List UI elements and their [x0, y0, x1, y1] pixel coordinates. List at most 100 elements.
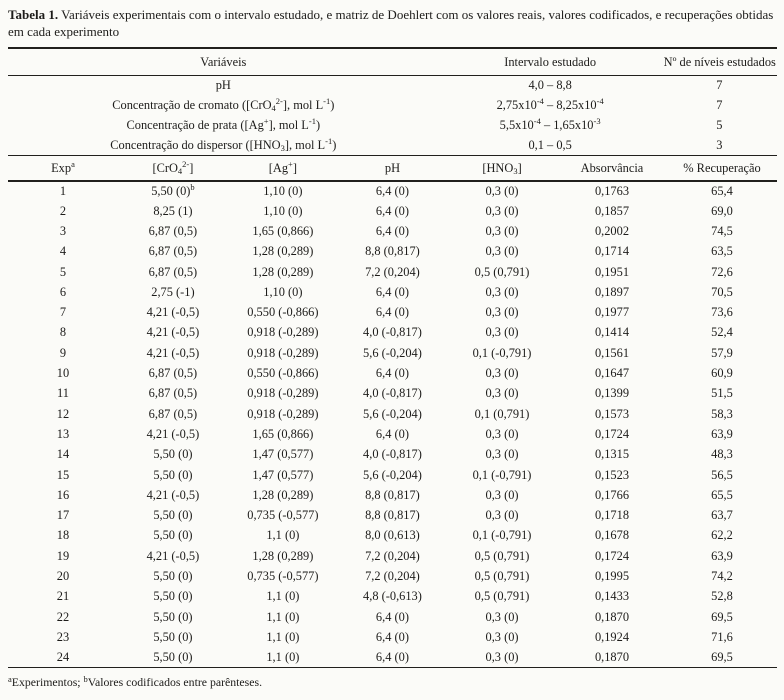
exp-number: 8 [59, 325, 67, 340]
col-header-variaveis: Variáveis [8, 48, 439, 76]
table-caption-text: Variáveis experimentais com o intervalo … [8, 7, 774, 39]
exp-number: 9 [59, 345, 67, 360]
matrix-table-body: 1 5,50 (0)b 1,10 (0) 6,4 (0) 0,3 (0) 0,1763 65… [8, 181, 777, 668]
absorbance-value: 0,1315 [594, 447, 630, 462]
ag-value: 0,918 (-0,289) [247, 345, 319, 360]
hno3-value: 0,3 (0) [485, 284, 519, 299]
recovery-value: 73,6 [711, 305, 733, 320]
table-caption-label: Tabela 1. [8, 7, 59, 22]
col-header-hno3: [HNO3] [447, 155, 557, 182]
recovery-value: 71,6 [711, 629, 733, 644]
absorbance-value: 0,1724 [594, 548, 630, 563]
matrix-header-row: Expa [CrO42-] [Ag+] pH [HNO3] Absorvânci… [8, 155, 777, 182]
cro4-value: 5,50 (0) [153, 609, 193, 624]
variables-table: Variáveis Intervalo estudado Nº de nívei… [8, 47, 777, 155]
exp-number: 20 [56, 569, 70, 584]
ph-value: 6,4 (0) [375, 649, 409, 664]
ag-value: 1,47 (0,577) [252, 467, 314, 482]
absorbance-value: 0,1414 [594, 325, 630, 340]
table-row: 2 8,25 (1) 1,10 (0) 6,4 (0) 0,3 (0) 0,1857 69,… [8, 201, 777, 221]
recovery-value: 70,5 [711, 284, 733, 299]
recovery-value: 62,2 [711, 528, 733, 543]
ph-value: 4,0 (-0,817) [363, 325, 422, 340]
exp-number: 3 [59, 223, 67, 238]
hno3-value: 0,3 (0) [485, 629, 519, 644]
absorbance-value: 0,1995 [594, 569, 630, 584]
table-row: 19 4,21 (-0,5) 1,28 (0,289) 7,2 (0,204) 0,5 … [8, 546, 777, 566]
absorbance-value: 0,1870 [594, 609, 630, 624]
ph-value: 8,8 (0,817) [365, 487, 420, 502]
exp-number: 18 [56, 528, 70, 543]
col-header-exp: Expa [8, 155, 118, 182]
interval-value: 2,75x10-4 – 8,25x10-4 [496, 96, 604, 112]
hno3-value: 0,3 (0) [485, 386, 519, 401]
recovery-value: 56,5 [711, 467, 733, 482]
ag-value: 0,918 (-0,289) [247, 406, 319, 421]
ph-value: 6,4 (0) [375, 305, 409, 320]
hno3-value: 0,3 (0) [485, 487, 519, 502]
absorbance-value: 0,1924 [594, 629, 630, 644]
table-row: 12 6,87 (0,5) 0,918 (-0,289) 5,6 (-0,204) 0,… [8, 404, 777, 424]
exp-number: 13 [56, 426, 70, 441]
variable-name: Concentração de cromato ([CrO42-], mol L… [112, 96, 335, 114]
ag-value: 0,918 (-0,289) [247, 386, 319, 401]
table-row: 10 6,87 (0,5) 0,550 (-0,866) 6,4 (0) 0,3 (0)… [8, 363, 777, 383]
ag-value: 1,65 (0,866) [252, 426, 314, 441]
table-row: 18 5,50 (0) 1,1 (0) 8,0 (0,613) 0,1 (-0,791)… [8, 526, 777, 546]
table-row: 6 2,75 (-1) 1,10 (0) 6,4 (0) 0,3 (0) 0,1897 70… [8, 282, 777, 302]
exp-number: 22 [56, 609, 70, 624]
exp-number: 6 [59, 284, 67, 299]
ag-value: 0,550 (-0,866) [247, 305, 319, 320]
interval-value: 0,1 – 0,5 [528, 137, 572, 152]
variables-row: Concentração de prata ([Ag+], mol L-1) 5,… [8, 115, 777, 135]
doehlert-matrix-table: Expa [CrO42-] [Ag+] pH [HNO3] Absorvânci… [8, 155, 777, 669]
ag-value: 0,735 (-0,577) [247, 569, 319, 584]
cro4-value: 5,50 (0) [153, 629, 193, 644]
cro4-value: 4,21 (-0,5) [146, 325, 200, 340]
hno3-value: 0,3 (0) [485, 203, 519, 218]
recovery-value: 65,4 [711, 183, 733, 198]
absorbance-value: 0,1857 [594, 203, 630, 218]
cro4-value: 2,75 (-1) [151, 284, 195, 299]
ag-value: 1,1 (0) [266, 589, 300, 604]
cro4-value: 4,21 (-0,5) [146, 548, 200, 563]
hno3-value: 0,5 (0,791) [474, 548, 530, 563]
cro4-value: 5,50 (0)b [151, 182, 195, 198]
absorbance-value: 0,1433 [594, 589, 630, 604]
cro4-value: 5,50 (0) [153, 467, 193, 482]
exp-number: 7 [59, 305, 67, 320]
table-caption: Tabela 1. Variáveis experimentais com o … [8, 7, 777, 40]
absorbance-value: 0,1870 [594, 649, 630, 664]
cro4-value: 5,50 (0) [153, 528, 193, 543]
recovery-value: 74,5 [711, 223, 733, 238]
recovery-value: 52,4 [711, 325, 733, 340]
table-row: 24 5,50 (0) 1,1 (0) 6,4 (0) 0,3 (0) 0,1870 69,… [8, 648, 777, 668]
levels-count: 3 [716, 137, 723, 152]
hno3-value: 0,3 (0) [485, 447, 519, 462]
ph-value: 6,4 (0) [375, 284, 409, 299]
cro4-value: 5,50 (0) [153, 569, 193, 584]
ag-value: 1,28 (0,289) [252, 548, 314, 563]
recovery-value: 60,9 [711, 366, 733, 381]
cro4-value: 4,21 (-0,5) [146, 345, 200, 360]
col-header-recuperacao: % Recuperação [666, 155, 777, 182]
absorbance-value: 0,1523 [594, 467, 630, 482]
absorbance-value: 0,1766 [594, 487, 630, 502]
absorbance-value: 0,1763 [594, 183, 630, 198]
absorbance-value: 0,1718 [594, 508, 630, 523]
table-row: 4 6,87 (0,5) 1,28 (0,289) 8,8 (0,817) 0,3 (0… [8, 242, 777, 262]
col-header-absorvancia: Absorvância [557, 155, 667, 182]
variables-row: Concentração do dispersor ([HNO3], mol L… [8, 135, 777, 155]
recovery-value: 48,3 [711, 447, 733, 462]
absorbance-value: 0,1714 [594, 244, 630, 259]
recovery-value: 58,3 [711, 406, 733, 421]
recovery-value: 74,2 [711, 569, 733, 584]
recovery-value: 69,5 [711, 609, 733, 624]
hno3-value: 0,3 (0) [485, 305, 519, 320]
cro4-value: 5,50 (0) [153, 447, 193, 462]
table-row: 20 5,50 (0) 0,735 (-0,577) 7,2 (0,204) 0,5 (… [8, 566, 777, 586]
table-row: 8 4,21 (-0,5) 0,918 (-0,289) 4,0 (-0,817) 0,… [8, 323, 777, 343]
table-row: 3 6,87 (0,5) 1,65 (0,866) 6,4 (0) 0,3 (0) 0,2… [8, 221, 777, 241]
ph-value: 8,8 (0,817) [365, 508, 420, 523]
hno3-value: 0,5 (0,791) [474, 569, 530, 584]
